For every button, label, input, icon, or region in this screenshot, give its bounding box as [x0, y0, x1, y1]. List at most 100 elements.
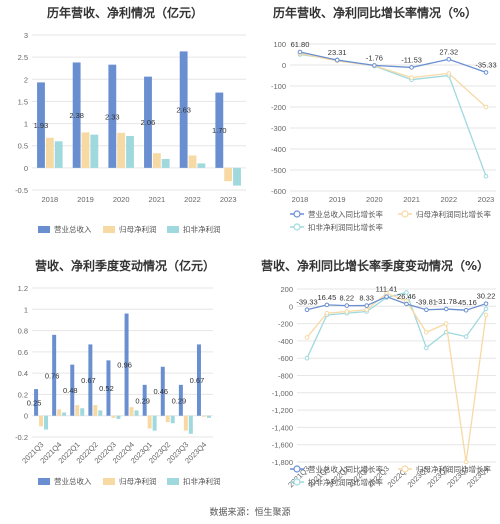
- y-tick-label: -100: [271, 82, 286, 91]
- legend-marker: [401, 210, 409, 218]
- bar-0: [196, 344, 201, 416]
- data-label: 27.32: [439, 47, 458, 56]
- data-label: -31.78: [436, 297, 457, 306]
- y-tick-label: 1: [24, 305, 28, 314]
- legend-label: 扣非净利润同比增长率: [308, 222, 383, 232]
- data-label: 0.29: [172, 396, 187, 405]
- data-point-0: [463, 307, 469, 313]
- bar-0: [179, 51, 188, 168]
- bar-0: [124, 313, 129, 416]
- bar-2: [62, 412, 67, 416]
- y-tick-label: 1.5: [18, 97, 28, 106]
- annual-revenue-profit-chart: -0.5 0 0.5 1 1.5 2 2.5 3 1.93 2.38 2.33 2.06 2.63 1.7…: [15, 31, 246, 234]
- bar-0: [106, 360, 111, 416]
- y-tick-label: 0: [24, 164, 28, 173]
- data-label: 2.33: [105, 112, 120, 121]
- x-tick-label: 2021: [403, 195, 420, 204]
- y-tick-label: -1,400: [272, 423, 293, 432]
- data-point-0: [424, 307, 429, 313]
- y-tick-label: -0.2: [15, 433, 28, 442]
- series-line-0: [306, 295, 487, 311]
- data-point-0: [344, 303, 350, 308]
- data-point-1: [483, 312, 489, 318]
- quarterly-revenue-profit-panel: 营收、净利季度变动情况（亿元） -0.2 0 0.2 0.4 0.6 0.8 1 1.2 0.2…: [0, 252, 250, 504]
- y-tick-label: -1,200: [272, 406, 293, 415]
- data-point-0: [364, 303, 369, 308]
- y-tick-label: -600: [278, 354, 293, 363]
- y-tick-label: -400: [278, 337, 293, 346]
- legend-swatch: [103, 226, 115, 233]
- data-label: -39.33: [296, 298, 317, 307]
- y-tick-label: 0.8: [18, 327, 28, 336]
- data-point-0: [446, 56, 452, 62]
- x-tick-label: 2019: [329, 195, 346, 204]
- chart-title: 营收、净利季度变动情况（亿元）: [34, 259, 215, 273]
- data-point-0: [304, 307, 310, 313]
- bar-0: [108, 64, 117, 168]
- bar-1: [165, 415, 170, 423]
- data-point-1: [424, 329, 429, 335]
- data-label: 0.76: [45, 371, 60, 380]
- data-label: -35.33: [475, 60, 496, 69]
- data-point-0: [334, 57, 340, 63]
- y-tick-label: -1,800: [272, 458, 293, 467]
- legend-label: 归母净利润同比增长率: [416, 464, 491, 474]
- data-label: 111.41: [376, 285, 398, 294]
- data-label: 2.63: [176, 106, 191, 115]
- data-point-1: [446, 71, 452, 76]
- series-line-1: [299, 52, 487, 108]
- data-point-1: [443, 321, 449, 326]
- data-point-2: [304, 355, 310, 361]
- data-point-0: [443, 306, 449, 312]
- bar-0: [70, 364, 75, 416]
- annual-revenue-profit-panel: 历年营收、净利情况（亿元） -0.5 0 0.5 1 1.5 2 2.5 3 1.93 2.38 2…: [0, 0, 250, 250]
- bar-2: [161, 159, 170, 168]
- data-point-2: [483, 306, 489, 312]
- y-tick-label: -200: [271, 103, 286, 112]
- data-label: -1.76: [366, 53, 383, 62]
- x-tick-label: 2019: [77, 195, 94, 204]
- y-tick-label: 3: [24, 31, 28, 40]
- data-point-2: [483, 174, 489, 179]
- legend-label: 归母净利润同比增长率: [416, 209, 491, 219]
- legend-label: 营业总收入: [54, 476, 92, 486]
- annual-growth-panel: 历年营收、净利同比增长率情况（%） -600 -500 -400 -300 -200 -1…: [250, 0, 500, 250]
- bar-1: [201, 415, 206, 417]
- y-tick-label: 0.4: [18, 369, 28, 378]
- bar-0: [215, 92, 224, 168]
- data-label: 0.52: [99, 384, 114, 393]
- bar-1: [111, 415, 116, 418]
- legend-label: 归母净利润: [119, 476, 157, 486]
- bar-1: [129, 407, 134, 416]
- y-tick-label: -400: [271, 145, 286, 154]
- data-label: -11.53: [401, 55, 422, 64]
- bar-2: [206, 415, 211, 418]
- y-tick-label: -1,600: [272, 441, 293, 450]
- data-label: -39.81: [416, 298, 437, 307]
- y-tick-label: -300: [271, 124, 286, 133]
- quarterly-revenue-profit-chart: -0.200.20.40.60.811.20.250.760.480.670.5…: [15, 284, 221, 486]
- bar-2: [44, 415, 49, 430]
- bar-2: [80, 408, 85, 416]
- x-tick-label: 2021: [148, 195, 165, 204]
- bar-2: [152, 415, 157, 431]
- y-tick-label: 1.2: [18, 284, 28, 293]
- legend-label: 扣非净利润: [183, 476, 221, 486]
- data-label: 8.33: [359, 294, 374, 303]
- x-tick-label: 2023: [478, 195, 495, 204]
- bar-0: [72, 62, 81, 168]
- bar-1: [57, 409, 62, 416]
- data-point-0: [297, 49, 303, 55]
- data-point-1: [324, 310, 330, 316]
- data-label: 0.46: [153, 387, 168, 396]
- bar-2: [126, 135, 134, 168]
- data-point-0: [324, 302, 330, 308]
- bar-2: [134, 410, 139, 416]
- quarterly-growth-chart: -1,800 -1,600 -1,400 -1,200 -1,000 -800 -600 -4…: [272, 285, 496, 489]
- data-point-2: [404, 290, 409, 295]
- data-label: 30.22: [477, 292, 496, 301]
- legend-swatch: [103, 478, 115, 485]
- y-tick-label: 2: [24, 75, 28, 84]
- bar-2: [54, 141, 63, 168]
- y-tick-label: 0.2: [18, 390, 28, 399]
